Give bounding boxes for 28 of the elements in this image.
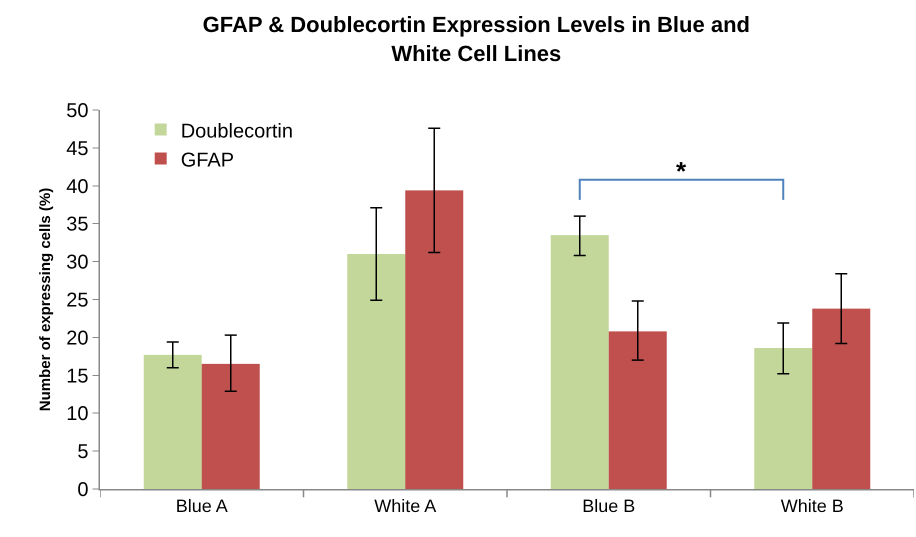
bar	[144, 354, 202, 489]
legend-label: GFAP	[180, 149, 234, 172]
x-tick-label: White A	[374, 496, 436, 516]
y-tick-label: 5	[77, 441, 88, 464]
y-tick-label: 20	[66, 327, 88, 350]
y-tick-label: 30	[66, 252, 88, 274]
y-tick-label: 25	[66, 290, 88, 312]
bar	[754, 348, 812, 489]
x-tick-label: Blue A	[176, 496, 228, 516]
bar	[550, 235, 609, 489]
y-tick-label: 45	[66, 138, 88, 160]
y-tick-label: 50	[66, 100, 88, 122]
y-tick-label: 10	[66, 403, 88, 426]
y-tick-label: 40	[66, 176, 88, 198]
bar	[812, 308, 870, 489]
x-tick-label: Blue B	[582, 496, 636, 516]
x-tick-label: White B	[780, 496, 844, 516]
annotation: *	[676, 156, 687, 186]
y-axis-title: Number of expressing cells (%)	[36, 188, 54, 412]
chart-title: GFAP & Doublecortin Expression Levels in Blue and White Cell Lines	[202, 12, 750, 66]
y-tick-label: 35	[66, 214, 88, 236]
y-tick-label: 0	[77, 479, 88, 501]
legend-label: Doublecortin	[180, 120, 293, 142]
bar	[202, 364, 260, 489]
bar	[405, 190, 464, 489]
bar	[608, 331, 667, 489]
y-tick-label: 15	[66, 365, 88, 388]
bar	[347, 254, 406, 489]
